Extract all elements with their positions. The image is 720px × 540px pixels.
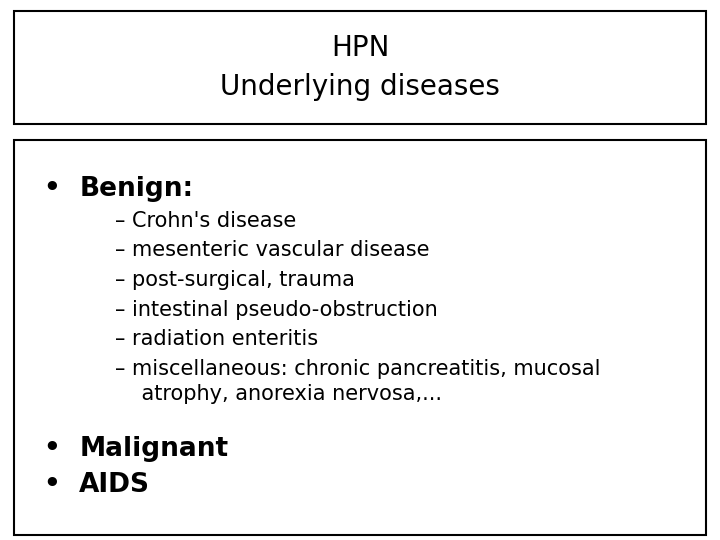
Text: – post-surgical, trauma: – post-surgical, trauma xyxy=(115,270,355,290)
FancyBboxPatch shape xyxy=(14,140,706,535)
Text: – Crohn's disease: – Crohn's disease xyxy=(115,211,297,231)
Text: •: • xyxy=(43,472,60,498)
Text: – mesenteric vascular disease: – mesenteric vascular disease xyxy=(115,240,430,260)
Text: – intestinal pseudo-obstruction: – intestinal pseudo-obstruction xyxy=(115,300,438,320)
Text: Malignant: Malignant xyxy=(79,436,228,462)
Text: HPN
Underlying diseases: HPN Underlying diseases xyxy=(220,34,500,101)
Text: •: • xyxy=(43,176,60,201)
Text: – miscellaneous: chronic pancreatitis, mucosal
    atrophy, anorexia nervosa,...: – miscellaneous: chronic pancreatitis, m… xyxy=(115,359,600,404)
Text: – radiation enteritis: – radiation enteritis xyxy=(115,329,318,349)
FancyBboxPatch shape xyxy=(14,11,706,124)
Text: •: • xyxy=(43,436,60,462)
Text: Benign:: Benign: xyxy=(79,176,194,201)
Text: AIDS: AIDS xyxy=(79,472,150,498)
